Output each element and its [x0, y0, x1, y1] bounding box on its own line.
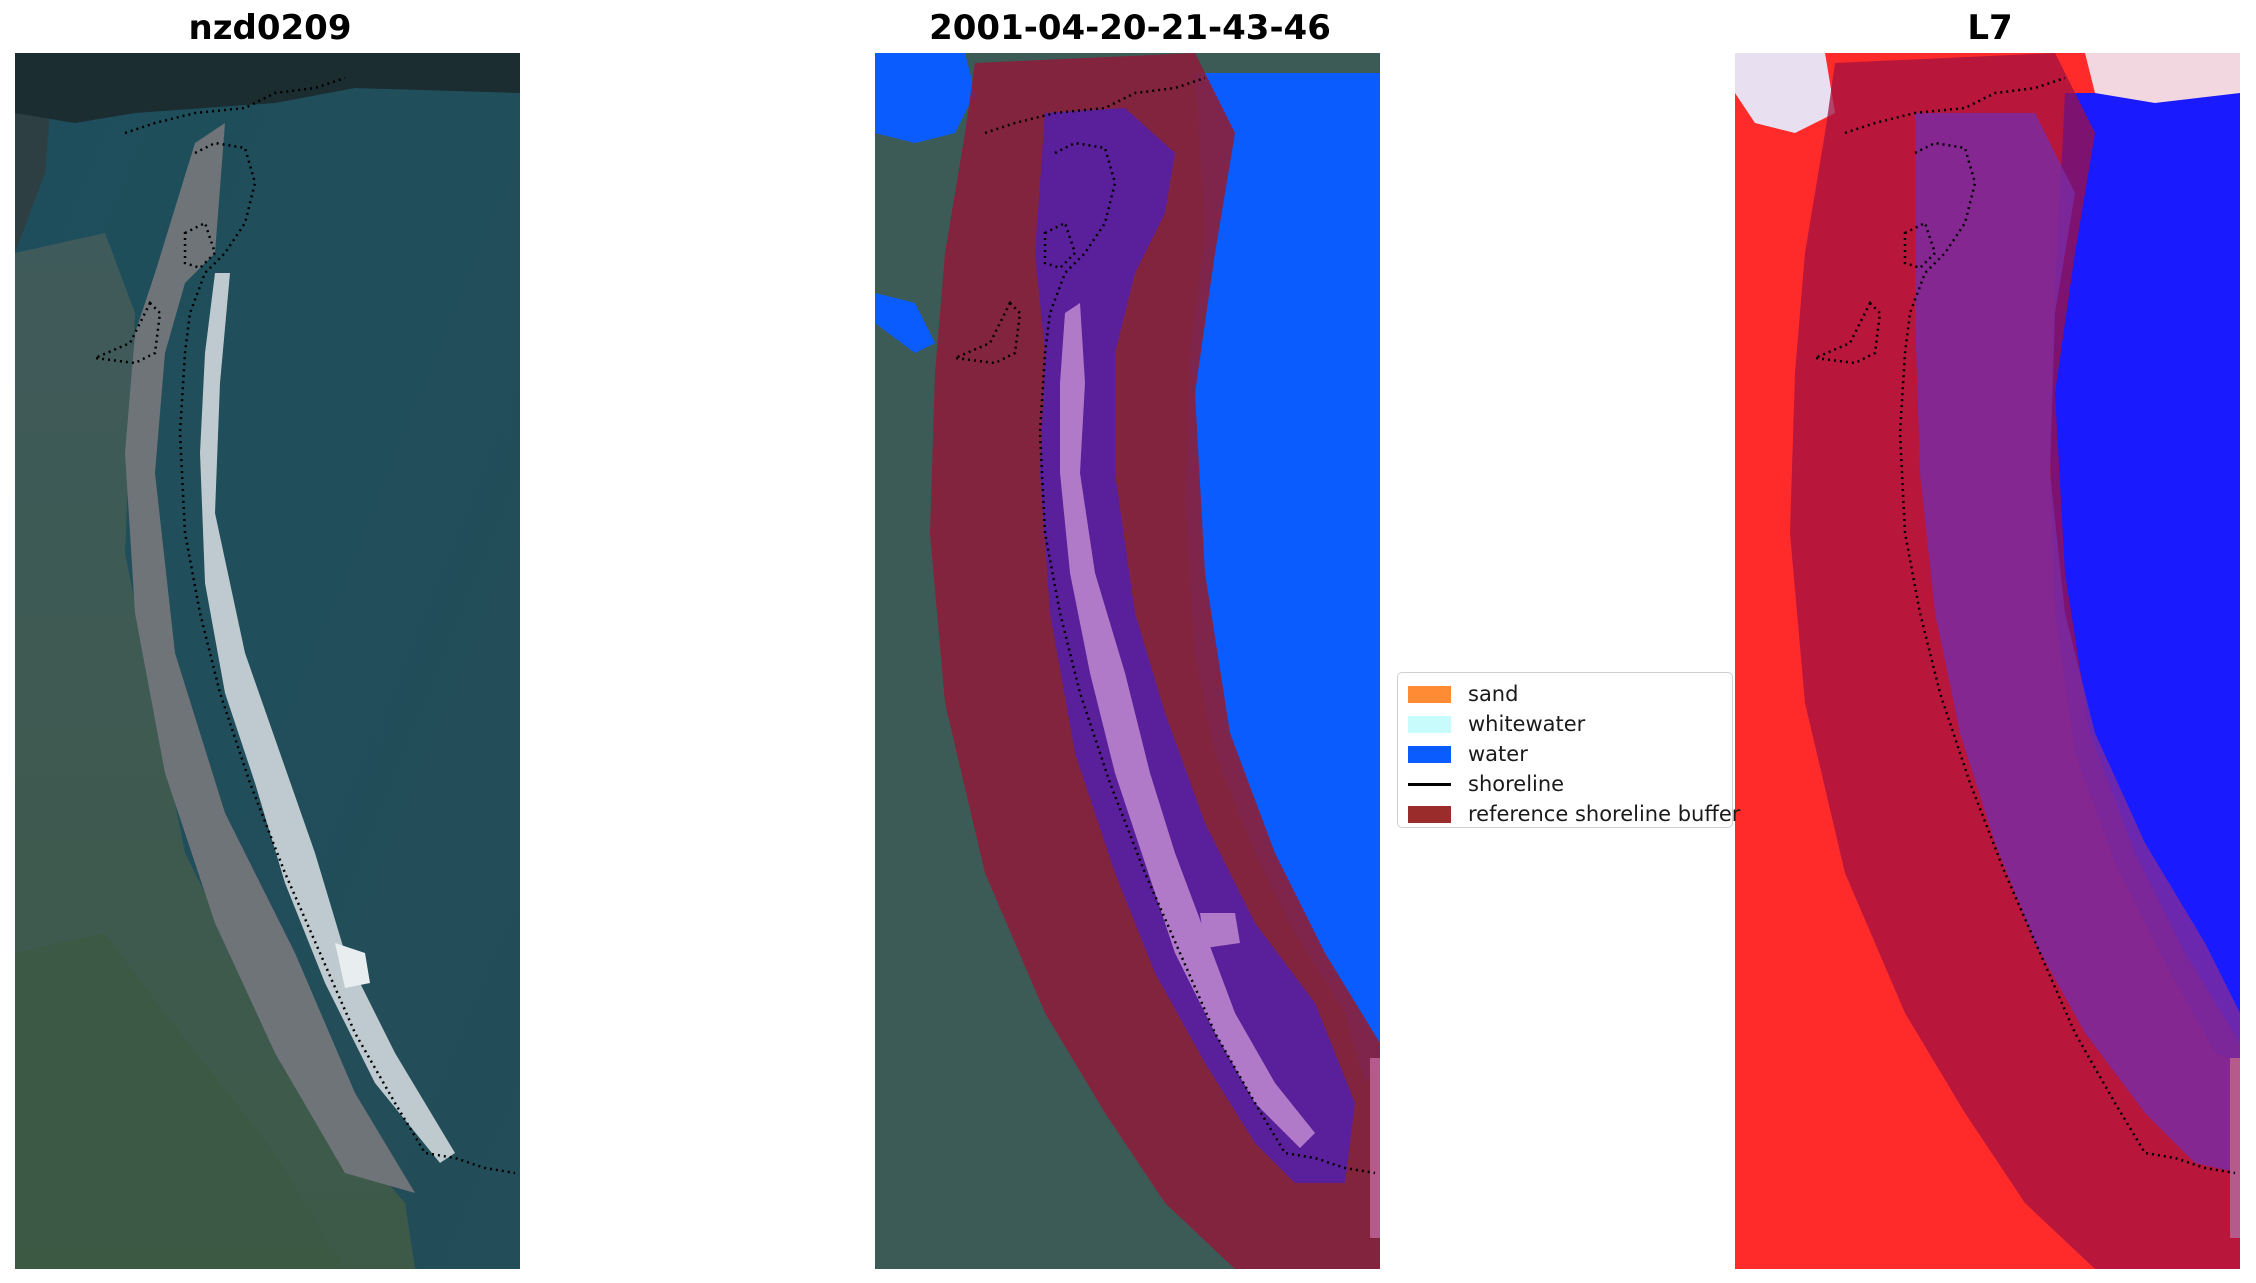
- index-image: [1735, 53, 2240, 1269]
- middle-panel-title: 2001-04-20-21-43-46: [929, 8, 1331, 48]
- sand-swatch: [1408, 685, 1451, 703]
- legend-item-shoreline: shoreline: [1408, 769, 1722, 799]
- left-panel-title: nzd0209: [188, 8, 352, 48]
- legend-label: water: [1468, 742, 1528, 766]
- rgb-image: [15, 53, 520, 1269]
- classification-panel: [875, 53, 1380, 1269]
- legend-label: shoreline: [1468, 772, 1565, 796]
- buffer-swatch: [1408, 805, 1451, 823]
- index-panel: [1735, 53, 2240, 1269]
- classification-image: [875, 53, 1380, 1269]
- rgb-image-panel: [15, 53, 520, 1269]
- whitewater-swatch: [1408, 715, 1451, 733]
- legend-label: reference shoreline buffer: [1468, 802, 1741, 826]
- legend-label: whitewater: [1468, 712, 1586, 736]
- right-panel-title: L7: [1967, 8, 2013, 48]
- shoreline-line-swatch: [1408, 782, 1451, 786]
- legend-item-buffer: reference shoreline buffer: [1408, 799, 1740, 829]
- legend-item-whitewater: whitewater: [1408, 709, 1722, 739]
- legend-item-sand: sand: [1408, 679, 1722, 709]
- legend: sand whitewater water shoreline referenc…: [1397, 672, 1740, 829]
- water-swatch: [1408, 745, 1451, 763]
- legend-label: sand: [1468, 682, 1519, 706]
- legend-item-water: water: [1408, 739, 1722, 769]
